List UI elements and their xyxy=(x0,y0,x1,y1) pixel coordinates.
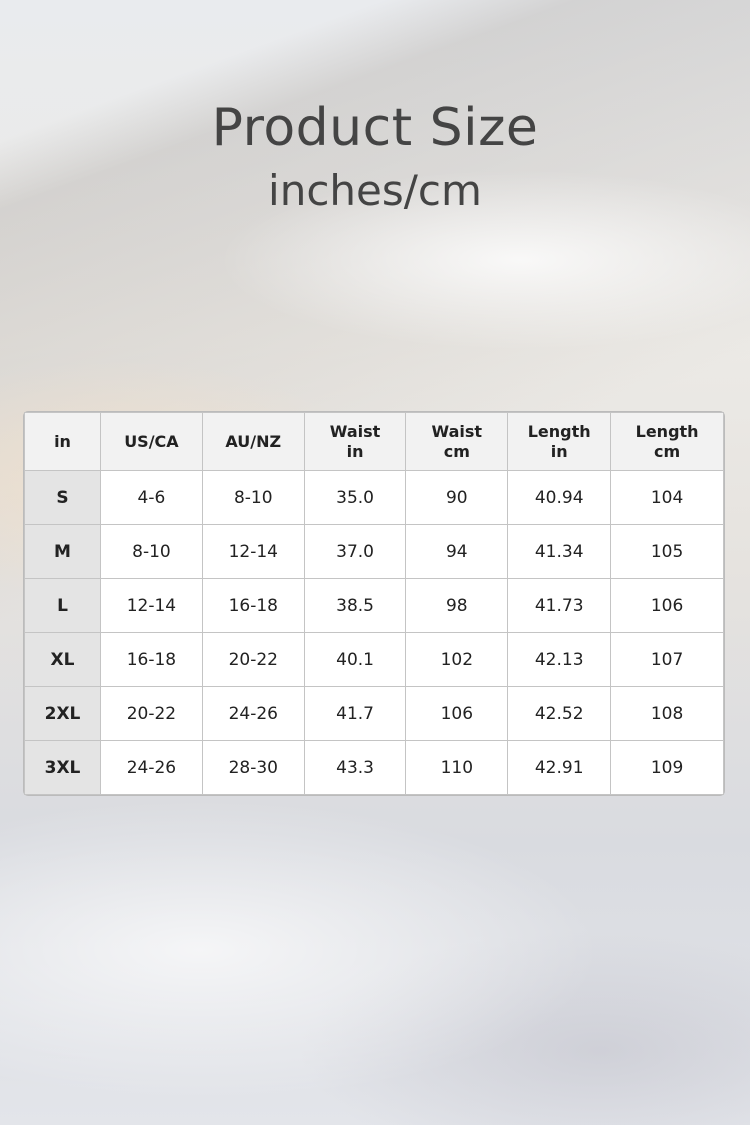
table-cell: 20-22 xyxy=(201,632,305,687)
table-row: M 8-10 12-14 37.0 94 41.34 105 xyxy=(23,524,724,579)
table-cell: 106 xyxy=(610,578,724,633)
column-header-line: in xyxy=(346,441,364,461)
size-label-cell: 3XL xyxy=(23,740,102,795)
size-label-cell: S xyxy=(23,470,102,525)
column-header: Length cm xyxy=(610,412,724,471)
table-row: L 12-14 16-18 38.5 98 41.73 106 xyxy=(23,578,724,633)
column-header-line: Waist xyxy=(431,421,483,441)
size-label-cell: XL xyxy=(23,632,102,687)
table-cell: 40.1 xyxy=(303,632,407,687)
column-header-line: US/CA xyxy=(124,431,179,451)
page-subtitle: inches/cm xyxy=(268,166,482,215)
table-cell: 94 xyxy=(405,524,509,579)
column-header-line: in xyxy=(550,441,568,461)
column-header-line: Waist xyxy=(329,421,381,441)
table-cell: 12-14 xyxy=(100,578,203,633)
table-cell: 35.0 xyxy=(303,470,407,525)
table-cell: 110 xyxy=(405,740,509,795)
table-cell: 109 xyxy=(610,740,724,795)
table-cell: 106 xyxy=(405,686,509,741)
table-cell: 37.0 xyxy=(303,524,407,579)
table-cell: 38.5 xyxy=(303,578,407,633)
column-header: AU/NZ xyxy=(201,412,305,471)
column-header-line: Length xyxy=(527,421,591,441)
size-label-cell: M xyxy=(23,524,102,579)
size-label-cell: 2XL xyxy=(23,686,102,741)
table-cell: 24-26 xyxy=(100,740,203,795)
header-row: in US/CA AU/NZ Waist in Waist cm Length in Length… xyxy=(23,412,724,471)
column-header-line: in xyxy=(54,431,71,451)
table-cell: 43.3 xyxy=(303,740,407,795)
column-header-line: cm xyxy=(443,441,470,461)
column-header: in xyxy=(23,412,102,471)
table-cell: 8-10 xyxy=(201,470,305,525)
table-cell: 12-14 xyxy=(201,524,305,579)
table-cell: 105 xyxy=(610,524,724,579)
column-header: Waist in xyxy=(303,412,407,471)
table-row: 3XL 24-26 28-30 43.3 110 42.91 109 xyxy=(23,740,724,795)
table-cell: 42.52 xyxy=(507,686,612,741)
table-cell: 98 xyxy=(405,578,509,633)
table-cell: 42.13 xyxy=(507,632,612,687)
table-cell: 90 xyxy=(405,470,509,525)
table-cell: 108 xyxy=(610,686,724,741)
table-cell: 41.73 xyxy=(507,578,612,633)
table-cell: 102 xyxy=(405,632,509,687)
page-title: Product Size xyxy=(211,98,539,158)
table-cell: 41.7 xyxy=(303,686,407,741)
size-label-cell: L xyxy=(23,578,102,633)
column-header-line: cm xyxy=(654,441,681,461)
table-cell: 8-10 xyxy=(100,524,203,579)
table-row: 2XL 20-22 24-26 41.7 106 42.52 108 xyxy=(23,686,724,741)
size-table: in US/CA AU/NZ Waist in Waist cm Length in Length… xyxy=(23,412,724,795)
table-cell: 20-22 xyxy=(100,686,203,741)
column-header-line: Length xyxy=(635,421,699,441)
table-cell: 107 xyxy=(610,632,724,687)
column-header: Length in xyxy=(507,412,612,471)
table-cell: 28-30 xyxy=(201,740,305,795)
column-header: Waist cm xyxy=(405,412,509,471)
table-cell: 42.91 xyxy=(507,740,612,795)
column-header-line: AU/NZ xyxy=(225,431,282,451)
table-cell: 4-6 xyxy=(100,470,203,525)
table-cell: 16-18 xyxy=(201,578,305,633)
table-cell: 41.34 xyxy=(507,524,612,579)
table-cell: 40.94 xyxy=(507,470,612,525)
table-cell: 24-26 xyxy=(201,686,305,741)
table-cell: 104 xyxy=(610,470,724,525)
table-row: XL 16-18 20-22 40.1 102 42.13 107 xyxy=(23,632,724,687)
column-header: US/CA xyxy=(100,412,203,471)
table-row: S 4-6 8-10 35.0 90 40.94 104 xyxy=(23,470,724,525)
table-cell: 16-18 xyxy=(100,632,203,687)
